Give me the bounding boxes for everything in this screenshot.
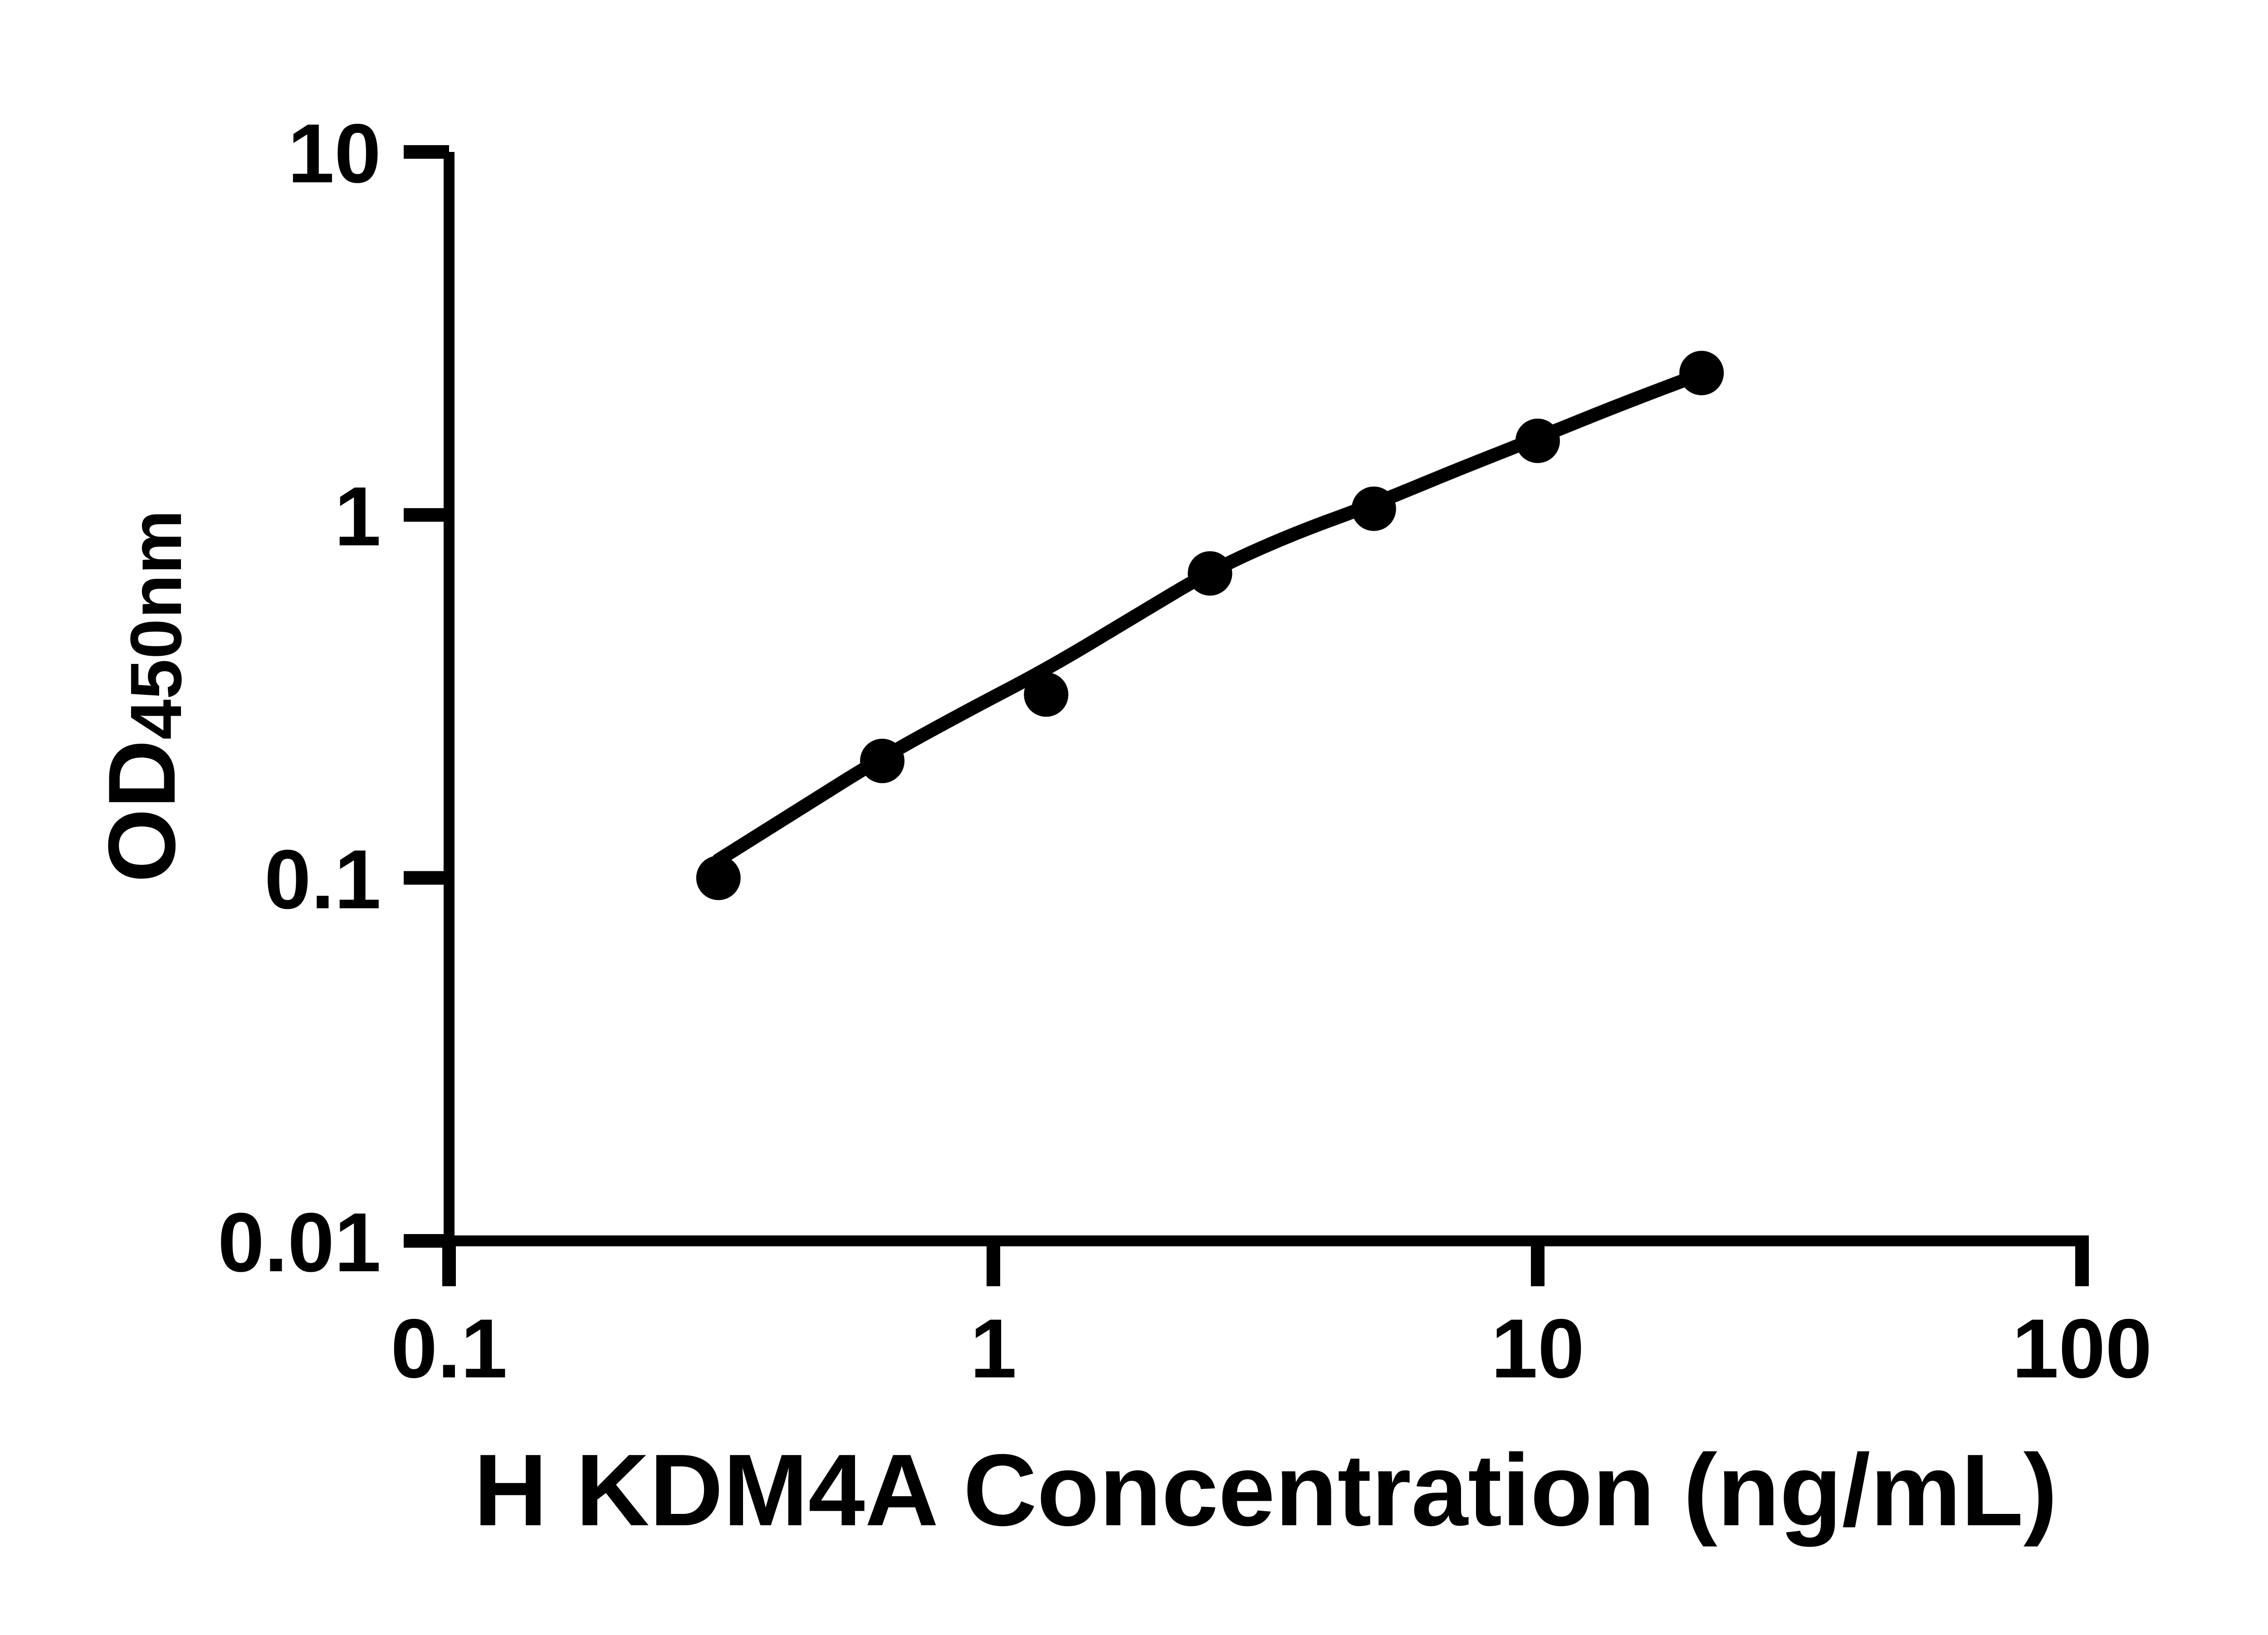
- y-axis-title: OD450nm: [88, 510, 196, 883]
- data-point-marker: [1024, 672, 1069, 717]
- x-axis-title: H KDM4A Concentration (ng/mL): [474, 1433, 2057, 1547]
- data-point-marker: [1351, 486, 1396, 531]
- y-axis-title-main: OD: [88, 740, 195, 883]
- x-tick-label: 0.1: [391, 1302, 507, 1396]
- y-axis-title-subscript: 450nm: [115, 510, 196, 740]
- data-point-marker: [1188, 551, 1232, 596]
- data-points-group: [696, 351, 1724, 900]
- y-tick-label: 0.1: [264, 833, 381, 927]
- data-point-marker: [1515, 418, 1560, 463]
- y-tick-label: 0.01: [218, 1196, 381, 1289]
- y-tick-label: 1: [334, 470, 381, 563]
- x-tick-label: 1: [970, 1302, 1017, 1396]
- x-tick-label: 10: [1491, 1302, 1584, 1396]
- x-tick-label: 100: [2012, 1302, 2152, 1396]
- data-point-marker: [860, 738, 905, 783]
- y-tick-label: 10: [288, 107, 381, 200]
- axes: [404, 152, 2089, 1246]
- axis-ticks: [404, 145, 2089, 1286]
- data-point-marker: [696, 855, 741, 900]
- data-point-marker: [1679, 351, 1724, 395]
